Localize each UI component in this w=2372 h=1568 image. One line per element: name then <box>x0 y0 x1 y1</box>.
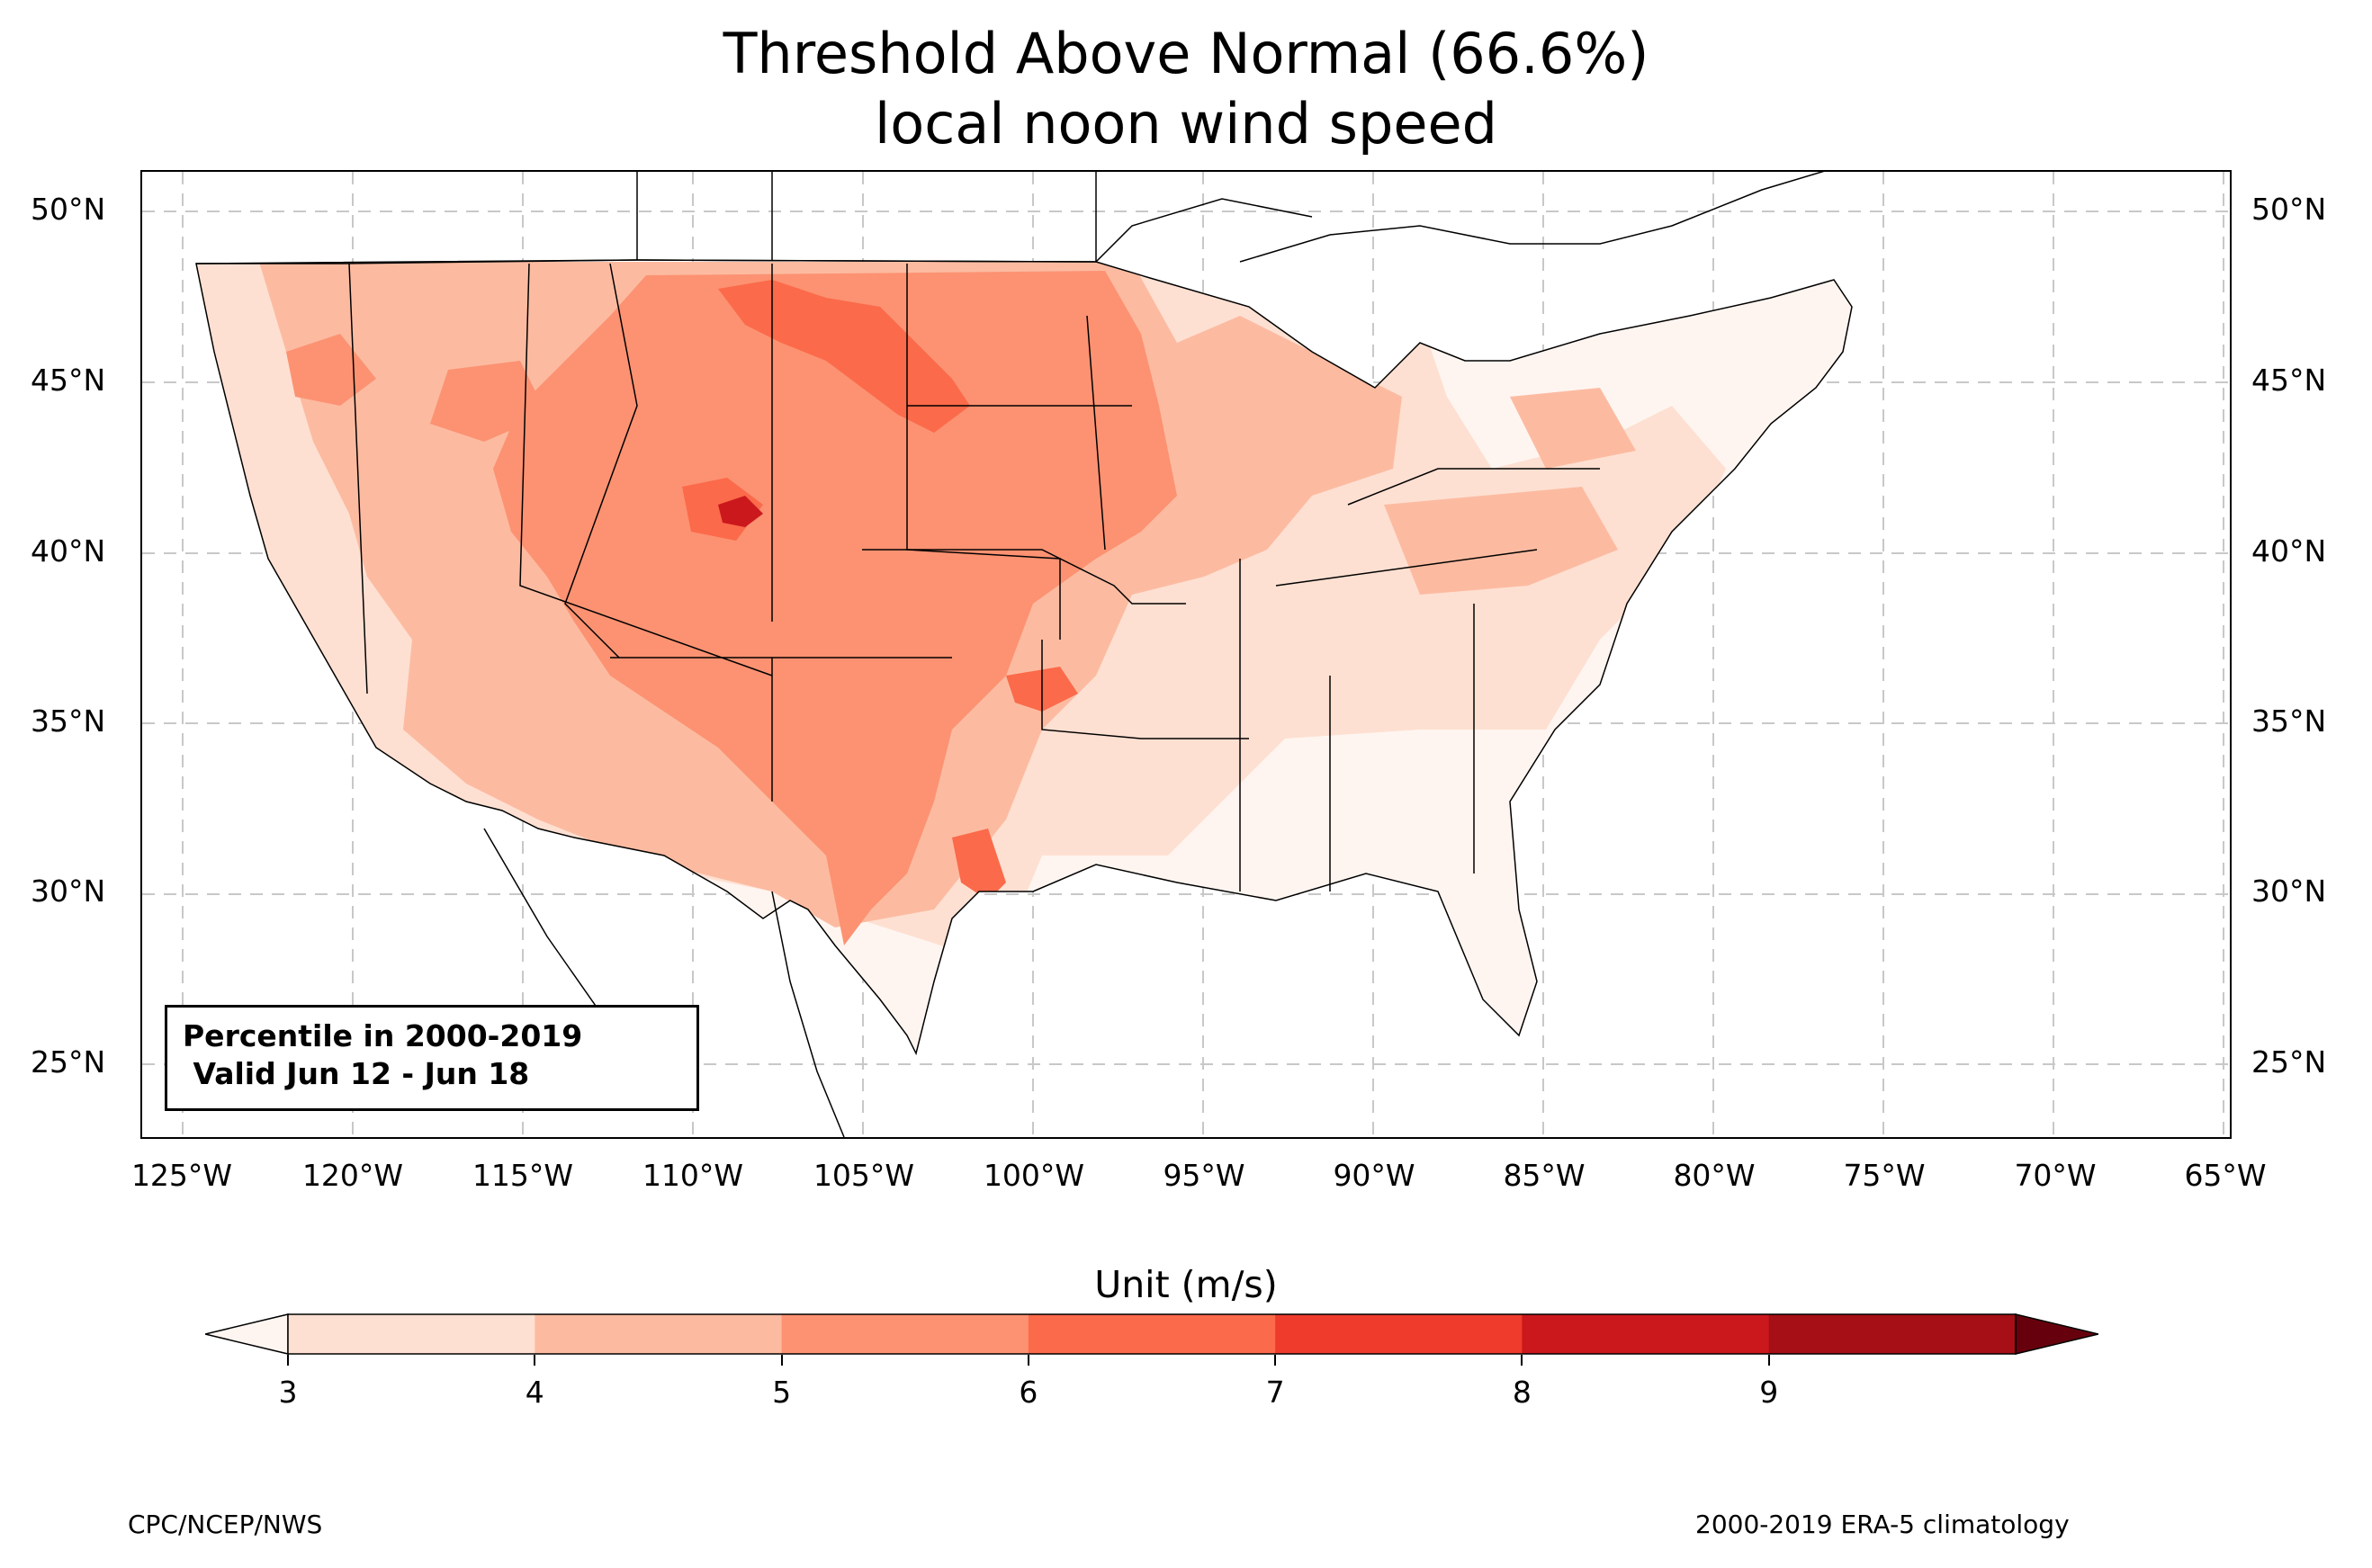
colorbar-tick <box>1521 1355 1523 1366</box>
colorbar-segment <box>1275 1314 1523 1354</box>
boundaries <box>195 172 1853 1054</box>
infobox-line1: Percentile in 2000-2019 <box>183 1018 583 1053</box>
colorbar-tick-label: 3 <box>278 1375 298 1410</box>
colorbar-tick-label: 9 <box>1759 1375 1779 1410</box>
colorbar-tick-label: 6 <box>1019 1375 1038 1410</box>
colorbar-tick-label: 5 <box>772 1375 792 1410</box>
lat-label-30-right: 30°N <box>2251 874 2327 909</box>
colorbar-segment <box>1028 1314 1276 1354</box>
lat-label-45-right: 45°N <box>2251 363 2327 398</box>
colorbar <box>205 1313 2098 1355</box>
lat-label-40-right: 40°N <box>2251 533 2327 569</box>
map-panel <box>140 170 2232 1139</box>
colorbar-tick <box>1767 1355 1770 1366</box>
lat-label-50-left: 50°N <box>31 192 106 227</box>
lon-label-110w: 110°W <box>642 1158 744 1193</box>
chart-title-line1: Threshold Above Normal (66.6%) <box>723 21 1649 86</box>
colorbar-segment <box>1768 1314 2017 1354</box>
colorbar-tick <box>287 1355 289 1366</box>
lon-label-65w: 65°W <box>2184 1158 2267 1193</box>
lon-label-70w: 70°W <box>2014 1158 2097 1193</box>
colorbar-segment <box>781 1314 1029 1354</box>
colorbar-tick <box>534 1355 536 1366</box>
lat-label-35-left: 35°N <box>31 703 106 739</box>
colorbar-segment <box>288 1314 535 1354</box>
colorbar-border <box>287 1313 2017 1355</box>
lon-label-90w: 90°W <box>1333 1158 1415 1193</box>
footer-source: CPC/NCEP/NWS <box>128 1510 323 1539</box>
lat-label-25-left: 25°N <box>31 1044 106 1080</box>
lon-label-75w: 75°W <box>1843 1158 1926 1193</box>
lon-label-105w: 105°W <box>813 1158 915 1193</box>
valid-period-box: Percentile in 2000-2019 Valid Jun 12 - J… <box>165 1005 699 1111</box>
lon-label-115w: 115°W <box>472 1158 574 1193</box>
lat-label-40-left: 40°N <box>31 533 106 569</box>
wind-speed-map <box>142 172 2230 1137</box>
lon-label-125w: 125°W <box>130 1158 233 1193</box>
colorbar-under-triangle <box>205 1313 289 1355</box>
lon-label-85w: 85°W <box>1503 1158 1586 1193</box>
footer-climatology: 2000-2019 ERA-5 climatology <box>1695 1510 2070 1539</box>
colorbar-segment <box>1522 1314 1770 1354</box>
lon-label-100w: 100°W <box>983 1158 1085 1193</box>
lon-label-120w: 120°W <box>301 1158 404 1193</box>
chart-title-line2: local noon wind speed <box>875 91 1497 157</box>
lat-label-35-right: 35°N <box>2251 703 2327 739</box>
lon-label-95w: 95°W <box>1163 1158 1245 1193</box>
lat-label-50-right: 50°N <box>2251 192 2327 227</box>
colorbar-tick-label: 4 <box>525 1375 544 1410</box>
colorbar-title: Unit (m/s) <box>1094 1263 1278 1306</box>
colorbar-tick-label: 7 <box>1265 1375 1285 1410</box>
colorbar-tick <box>780 1355 783 1366</box>
infobox-line2: Valid Jun 12 - Jun 18 <box>183 1056 530 1091</box>
colorbar-tick <box>1027 1355 1029 1366</box>
lat-label-30-left: 30°N <box>31 874 106 909</box>
colorbar-tick-label: 8 <box>1512 1375 1532 1410</box>
colorbar-over-triangle <box>2015 1313 2098 1355</box>
colorbar-segment <box>535 1314 783 1354</box>
colorbar-tick <box>1274 1355 1277 1366</box>
lon-label-80w: 80°W <box>1673 1158 1756 1193</box>
lat-label-25-right: 25°N <box>2251 1044 2327 1080</box>
lat-label-45-left: 45°N <box>31 363 106 398</box>
